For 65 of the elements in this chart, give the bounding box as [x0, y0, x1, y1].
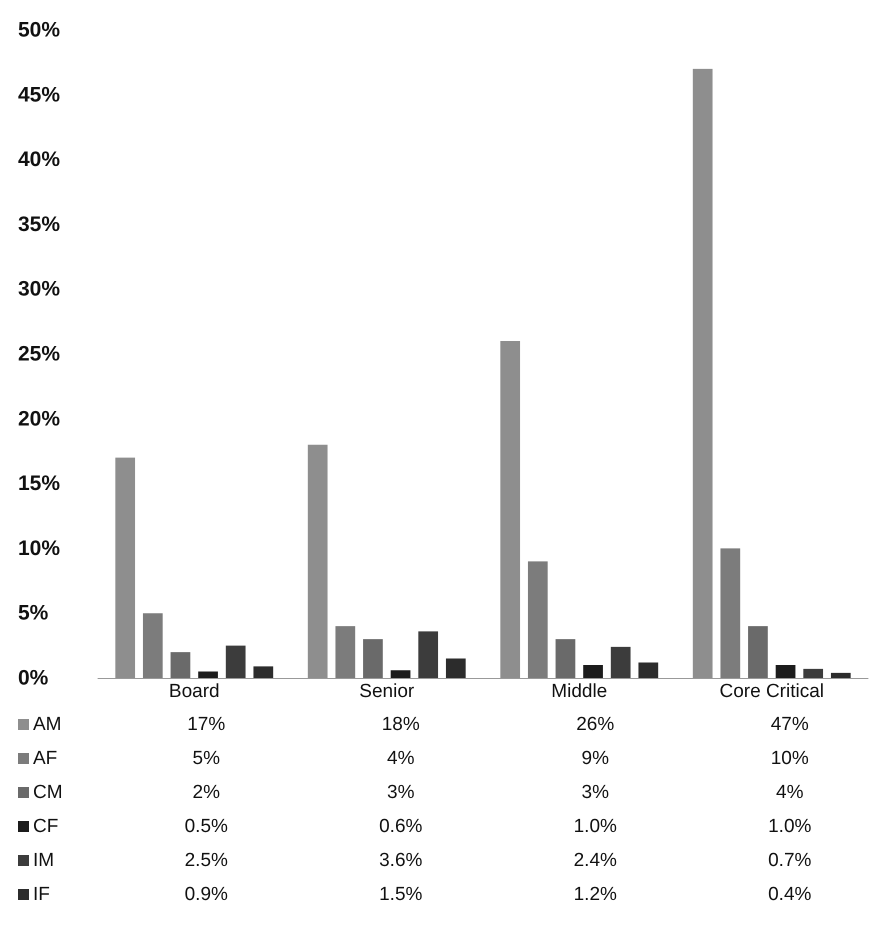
- data-label: 4%: [386, 747, 416, 771]
- y-tick-label: 40%: [18, 148, 60, 172]
- y-tick-label: 15%: [18, 472, 60, 496]
- y-tick-label: 10%: [18, 536, 60, 560]
- data-label: 4%: [775, 781, 804, 805]
- data-label: 3%: [386, 781, 416, 805]
- legend-label: CF: [32, 815, 60, 839]
- bar: [335, 626, 356, 678]
- data-label: 10%: [770, 747, 810, 771]
- bar: [720, 548, 740, 678]
- y-tick-label: 35%: [18, 212, 60, 236]
- bar: [748, 626, 768, 678]
- data-label: 0.4%: [767, 883, 812, 907]
- data-label: 1.5%: [378, 883, 424, 907]
- legend-label: IM: [32, 849, 56, 873]
- y-tick-label: 0%: [18, 666, 49, 690]
- y-tick-label: 20%: [18, 407, 60, 430]
- bar: [170, 652, 190, 678]
- y-tick-label: 30%: [18, 278, 60, 301]
- bar: [446, 658, 466, 678]
- data-label: 2%: [192, 781, 221, 805]
- x-tick-label: Senior: [359, 681, 415, 702]
- data-label: 0.9%: [184, 883, 229, 907]
- bar: [198, 672, 218, 678]
- data-label: 18%: [380, 713, 421, 737]
- x-tick-label: Core Critical: [719, 681, 824, 702]
- bar: [610, 646, 631, 678]
- data-label: 47%: [770, 713, 810, 737]
- data-label: 1.0%: [572, 815, 618, 839]
- y-tick-label: 50%: [18, 18, 60, 42]
- data-label: 1.0%: [767, 815, 812, 839]
- bar: [418, 631, 438, 678]
- bar: [142, 613, 163, 678]
- data-label: 0.5%: [184, 815, 229, 839]
- data-label: 0.6%: [378, 815, 424, 839]
- bar: [830, 672, 851, 678]
- bar: [776, 665, 796, 678]
- bar: [363, 639, 383, 678]
- data-label: 26%: [575, 713, 616, 737]
- bar: [528, 561, 548, 678]
- data-label: 1.2%: [572, 883, 618, 907]
- y-tick-label: 25%: [18, 342, 60, 366]
- data-label: 2.4%: [572, 849, 618, 873]
- data-label: 3%: [580, 781, 610, 805]
- bar: [226, 646, 246, 678]
- legend-label: AM: [32, 713, 62, 737]
- legend-label: IF: [32, 883, 51, 907]
- legend-label: AF: [32, 747, 58, 771]
- legend-label: CM: [32, 781, 64, 805]
- data-label: 9%: [580, 747, 610, 771]
- data-label: 5%: [192, 747, 221, 771]
- bar: [390, 670, 410, 678]
- data-label: 0.7%: [767, 849, 812, 873]
- y-tick-label: 5%: [18, 602, 49, 625]
- data-label: 2.5%: [184, 849, 229, 873]
- bar: [583, 665, 603, 678]
- x-tick-label: Board: [168, 681, 220, 702]
- y-tick-label: 45%: [18, 83, 60, 106]
- data-label: 3.6%: [378, 849, 424, 873]
- bar: [803, 668, 824, 678]
- bar: [556, 639, 576, 678]
- bar: [638, 662, 658, 678]
- bar: [253, 666, 274, 678]
- x-tick-label: Middle: [551, 681, 608, 702]
- data-label: 17%: [186, 713, 226, 737]
